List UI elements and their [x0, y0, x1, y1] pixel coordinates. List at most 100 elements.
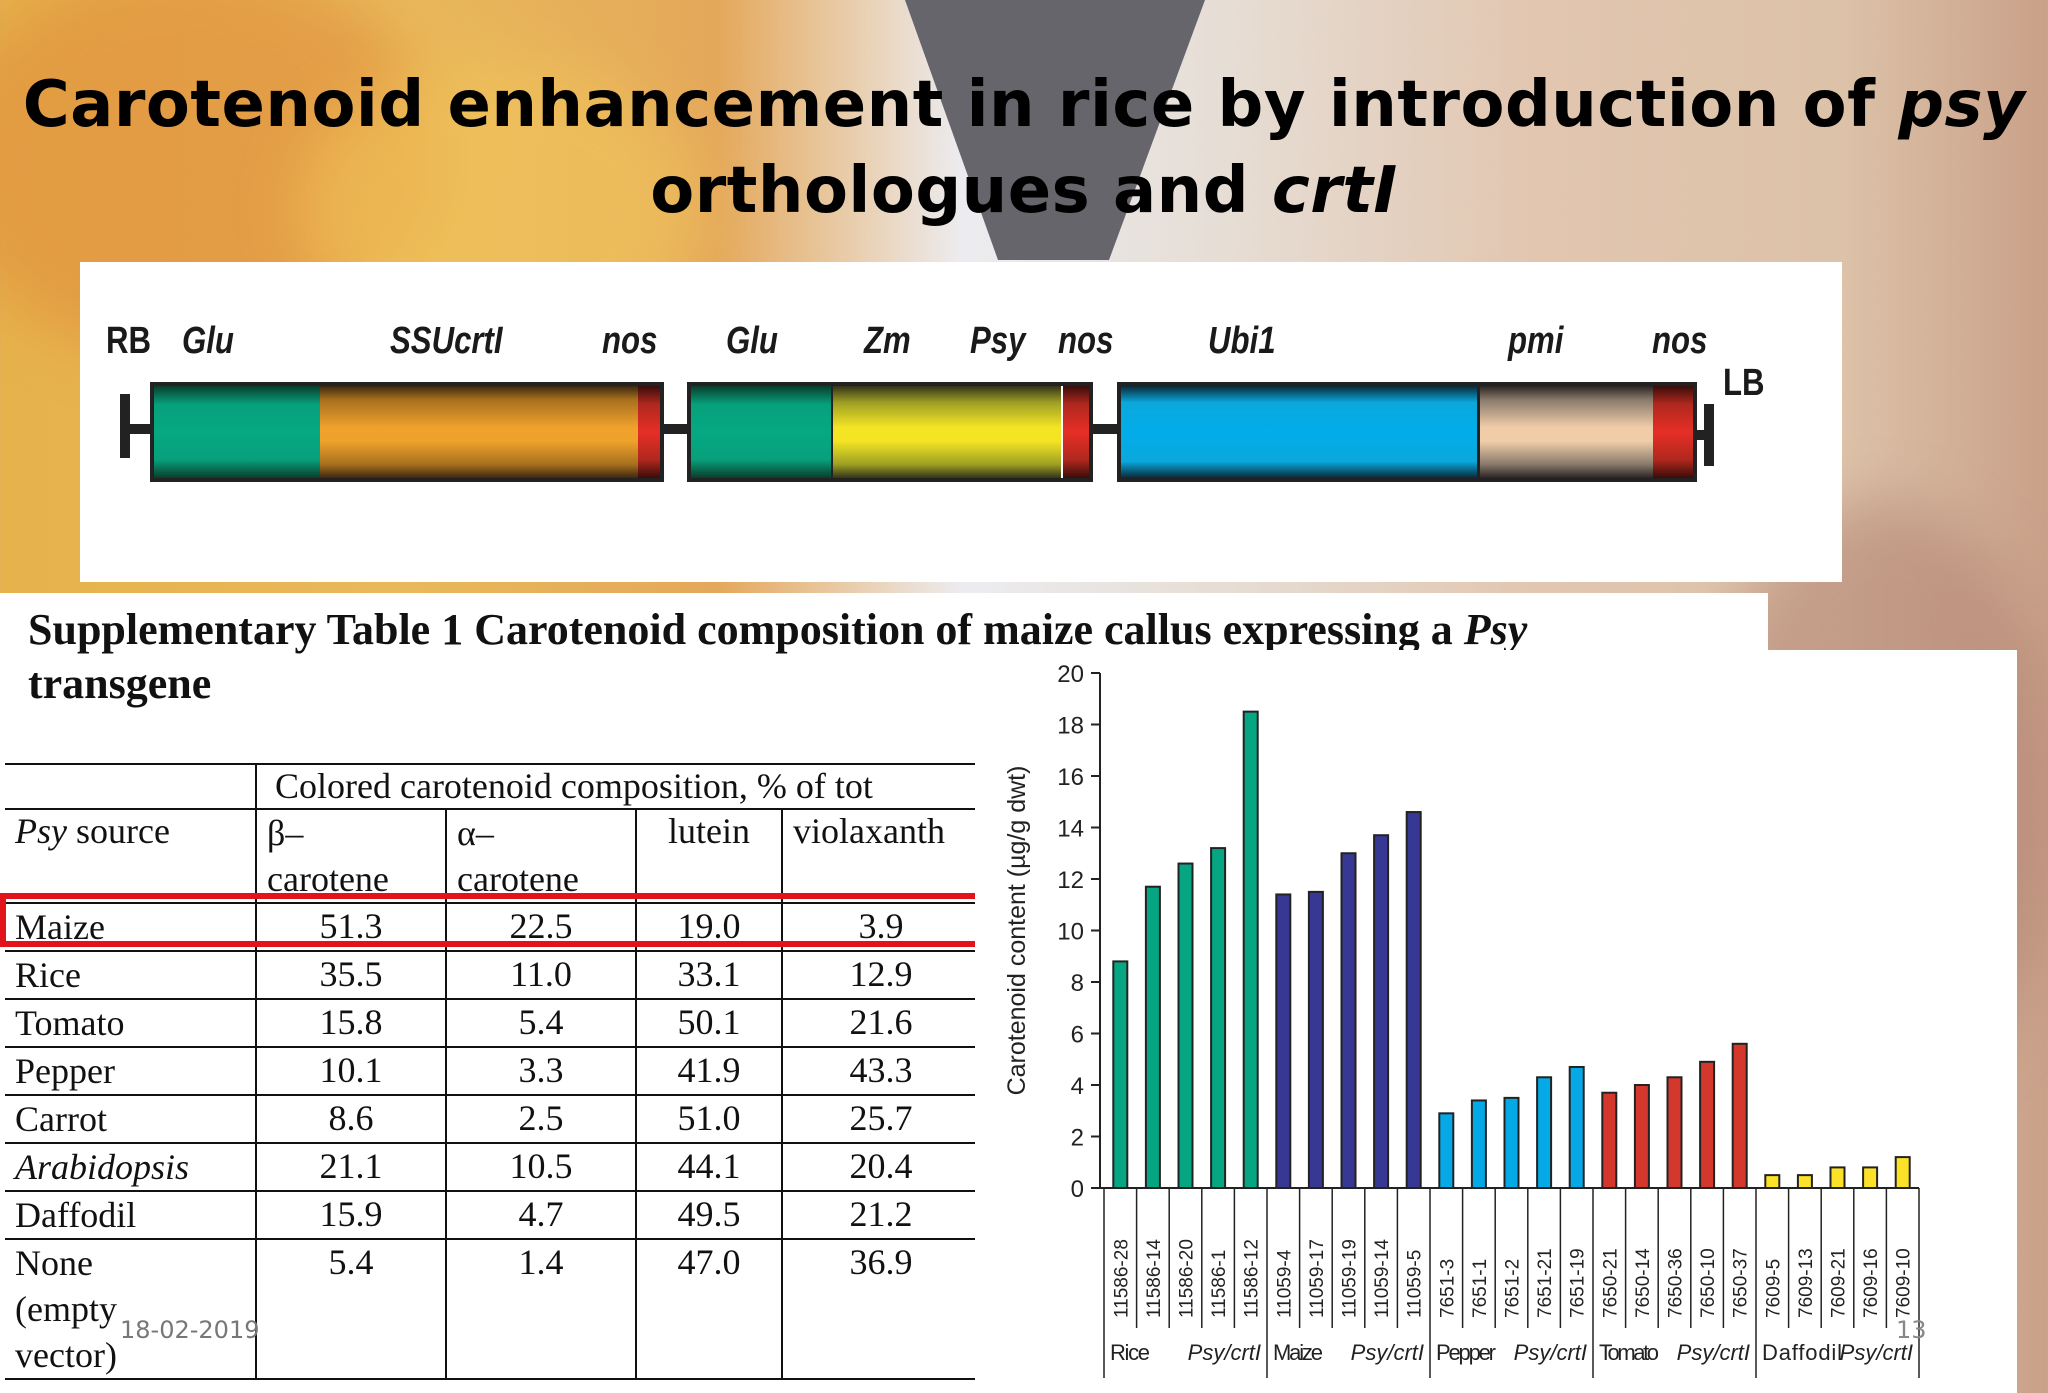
value-cell: 19.0 — [635, 902, 783, 952]
construct-label-pmi: pmi — [1508, 320, 1564, 362]
construct-label-psy: Psy — [970, 320, 1026, 362]
value-cell: 51.3 — [255, 902, 447, 952]
x-category-label: 11586-12 — [1242, 1239, 1263, 1318]
x-category-label: 11059-19 — [1340, 1239, 1361, 1318]
value-cell: 36.9 — [781, 1238, 979, 1380]
value-cell: 5.4 — [445, 998, 637, 1048]
table-caption: Supplementary Table 1 Carotenoid composi… — [28, 603, 1728, 711]
table-column-header-row: Psy source β– carotene α– carotene lutei… — [5, 808, 979, 904]
value-cell: 51.0 — [635, 1094, 783, 1144]
carotenoid-composition-table: Colored carotenoid composition, % of tot… — [5, 763, 979, 1380]
bar — [1568, 1065, 1585, 1190]
value-cell: 15.9 — [255, 1190, 447, 1240]
source-cell: Maize — [5, 902, 257, 952]
y-tick-label: 18 — [1057, 713, 1084, 740]
bar — [1275, 893, 1292, 1189]
nos-terminator-block — [1063, 386, 1089, 478]
bar — [1503, 1096, 1520, 1189]
construct-label-nos: nos — [1652, 320, 1708, 362]
value-cell: 47.0 — [635, 1238, 783, 1380]
bar — [1242, 710, 1259, 1189]
group-construct-label: Psy/crtI — [1677, 1340, 1750, 1365]
value-cell: 21.2 — [781, 1190, 979, 1240]
x-category-label: 7609-13 — [1796, 1248, 1817, 1318]
bar — [1666, 1076, 1683, 1189]
value-cell: 5.4 — [255, 1238, 447, 1380]
group-construct-label: Psy/crtI — [1840, 1340, 1913, 1365]
group-header-text: Colored carotenoid composition, % of tot — [275, 766, 873, 806]
value-cell: 43.3 — [781, 1046, 979, 1096]
cassette-3 — [1117, 382, 1697, 482]
col-header-violaxanthin: violaxanth — [781, 808, 979, 904]
title-text: Carotenoid enhancement in rice by introd… — [22, 68, 1899, 142]
bar — [1405, 811, 1422, 1190]
x-category-label: 7650-14 — [1633, 1248, 1654, 1318]
value-cell: 3.3 — [445, 1046, 637, 1096]
value-cell: 2.5 — [445, 1094, 637, 1144]
y-tick-label: 10 — [1057, 919, 1084, 946]
bar — [1829, 1166, 1846, 1190]
bar — [1601, 1091, 1618, 1190]
construct-label-rb: RB — [106, 320, 152, 362]
table-row: None (empty vector) 5.4 1.4 47.0 36.9 — [5, 1238, 979, 1380]
group-label: Maize — [1273, 1340, 1323, 1365]
cassette-1 — [150, 382, 664, 482]
x-category-label: 7651-2 — [1503, 1259, 1524, 1318]
table-group-header-row: Colored carotenoid composition, % of tot — [5, 763, 979, 810]
x-category-label: 7651-19 — [1568, 1248, 1589, 1318]
left-border-marker — [1704, 404, 1714, 466]
col-header-beta-carotene: β– carotene — [255, 808, 447, 904]
x-category-label: 7651-3 — [1437, 1259, 1458, 1318]
carotenoid-bar-chart: 0 2 4 6 8 10 12 14 16 18 20 Carotenoid content (µg/… — [975, 650, 2017, 1393]
col-header-lutein: lutein — [635, 808, 783, 904]
title-text-line2: orthologues and — [650, 154, 1272, 228]
value-cell: 44.1 — [635, 1142, 783, 1192]
source-cell: Daffodil — [5, 1190, 257, 1240]
caption-text: Supplementary Table 1 Carotenoid composi… — [28, 605, 1464, 654]
linker — [664, 424, 688, 434]
value-cell: 3.9 — [781, 902, 979, 952]
x-category-label: 7609-16 — [1861, 1248, 1882, 1318]
construct-label-glu: Glu — [182, 320, 234, 362]
title-psy: psy — [1898, 68, 2026, 142]
x-category-label: 7650-37 — [1731, 1248, 1752, 1318]
bar — [1470, 1099, 1487, 1190]
x-category-label: 11586-1 — [1209, 1250, 1230, 1318]
value-cell: 35.5 — [255, 950, 447, 1000]
x-category-label: 7650-21 — [1600, 1248, 1621, 1318]
value-cell: 21.6 — [781, 998, 979, 1048]
supplementary-table-panel: Supplementary Table 1 Carotenoid composi… — [0, 593, 1768, 1393]
table-row: Tomato 15.8 5.4 50.1 21.6 — [5, 998, 979, 1048]
bar — [1438, 1112, 1455, 1190]
group-label: Daffodil — [1762, 1340, 1842, 1365]
construct-label-zm: Zm — [864, 320, 911, 362]
bar — [1862, 1166, 1879, 1190]
bar — [1144, 885, 1161, 1189]
group-construct-label: Psy/crtI — [1351, 1340, 1424, 1365]
value-cell: 8.6 — [255, 1094, 447, 1144]
y-tick-label: 14 — [1057, 816, 1084, 843]
table-body: Maize 51.3 22.5 19.0 3.9 Rice 35.5 11.0 33.1 12.9… — [5, 902, 979, 1380]
psy-italic: Psy — [15, 811, 67, 851]
x-category-label: 11059-14 — [1372, 1239, 1393, 1318]
value-cell: 10.1 — [255, 1046, 447, 1096]
caption-psy: Psy — [1463, 605, 1528, 654]
bar — [1633, 1084, 1650, 1189]
value-cell: 25.7 — [781, 1094, 979, 1144]
group-label: Rice — [1110, 1340, 1150, 1365]
source-cell: None (empty vector) — [5, 1238, 257, 1380]
value-cell: 1.4 — [445, 1238, 637, 1380]
bar-chart-svg: 0 2 4 6 8 10 12 14 16 18 20 Carotenoid content (µg/… — [1003, 661, 1920, 1378]
bar — [1894, 1156, 1911, 1190]
x-category-label: 11059-5 — [1405, 1250, 1426, 1318]
group-construct-label: Psy/crtI — [1514, 1340, 1587, 1365]
source-cell: Carrot — [5, 1094, 257, 1144]
group-label: Tomato — [1599, 1340, 1659, 1365]
source-cell: Rice — [5, 950, 257, 1000]
y-tick-label: 0 — [1071, 1176, 1084, 1203]
bar — [1796, 1174, 1813, 1189]
y-tick-label: 12 — [1057, 867, 1084, 894]
glu-promoter-block — [691, 386, 831, 478]
value-cell: 11.0 — [445, 950, 637, 1000]
col-header-alpha-carotene: α– carotene — [445, 808, 637, 904]
